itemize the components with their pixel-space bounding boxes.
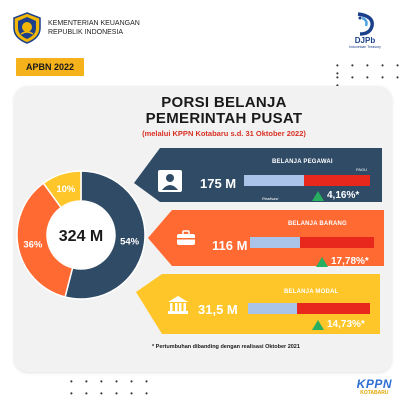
ministry-name: KEMENTERIAN KEUANGAN REPUBLIK INDONESIA (48, 19, 140, 37)
briefcase-icon (176, 230, 196, 251)
bar-realized-barang (250, 237, 300, 248)
bar-pegawai (244, 175, 370, 186)
title-line1: PORSI BELANJA (161, 94, 287, 111)
ministry-line1: KEMENTERIAN KEUANGAN (48, 20, 140, 27)
growth-modal: 14,73%* (312, 319, 365, 330)
category-label-barang: BELANJA BARANG (288, 221, 347, 227)
footnote: * Pertumbuhan dibanding dengan realisasi… (152, 344, 300, 350)
donut-center-label: 324 M (59, 228, 103, 245)
djpb-emblem-icon (357, 12, 374, 36)
bar-remaining-modal (296, 303, 370, 314)
donut-slice-0 (64, 170, 146, 300)
decor-dots-top-2: • • • • • • (336, 73, 404, 90)
kppn-logo: KPPN KOTABARU (357, 378, 392, 396)
decor-dots-top-1: • • • • • • (336, 61, 404, 78)
category-amount-barang: 116 M (212, 238, 248, 253)
chart-title: PORSI BELANJA PEMERINTAH PUSAT (melalui … (94, 94, 354, 139)
donut-chart: 54% 36% 10% 324 M (16, 170, 146, 300)
donut-slice-label-2: 10% (56, 184, 76, 195)
person-icon (158, 170, 182, 197)
building-icon (168, 296, 188, 319)
category-amount-pegawai: 175 M (200, 176, 237, 191)
title-subtitle: (melalui KPPN Kotabaru s.d. 31 Oktober 2… (142, 129, 306, 138)
bar-modal (248, 303, 370, 314)
growth-value-modal: 14,73%* (327, 319, 365, 330)
category-amount-modal: 31,5 M (198, 302, 238, 317)
bar-realized-modal (248, 303, 297, 314)
bar-barang (250, 237, 374, 248)
kppn-name: KPPN (356, 377, 392, 391)
djpb-subtitle: Indonesian Treasury (349, 45, 381, 49)
up-triangle-icon (316, 256, 328, 267)
up-triangle-icon (312, 319, 324, 330)
kppn-subtitle: KOTABARU (360, 390, 389, 396)
djpb-name: DJPb (354, 36, 376, 45)
legend-pagu: PAGU (356, 167, 368, 172)
donut-slice-2 (42, 170, 82, 209)
category-label-modal: BELANJA MODAL (284, 289, 339, 295)
decor-dots-bottom-2: • • • • • • (70, 389, 153, 398)
ministry-line2: REPUBLIK INDONESIA (48, 29, 124, 36)
djpb-logo: DJPb Indonesian Treasury (348, 12, 382, 50)
donut-slice-label-1: 36% (23, 240, 43, 251)
legend-realisasi: Realisasi (262, 196, 279, 201)
bar-remaining-barang (299, 237, 374, 248)
donut-slice-1 (16, 182, 74, 298)
donut-slice-label-0: 54% (120, 237, 140, 248)
bar-remaining-pegawai (304, 175, 370, 186)
category-label-pegawai: BELANJA PEGAWAI (272, 159, 333, 165)
up-triangle-icon (312, 190, 324, 201)
kemenkeu-logo-icon (13, 12, 41, 44)
growth-pegawai: 4,16%* (312, 190, 359, 201)
donut-center (48, 202, 114, 268)
growth-value-barang: 17,78%* (331, 256, 369, 267)
apbn-tag: APBN 2022 (16, 58, 84, 76)
decor-dots-bottom-1: • • • • • • (70, 377, 153, 386)
bar-realized-pegawai (244, 175, 305, 186)
growth-value-pegawai: 4,16%* (327, 190, 360, 201)
title-line2: PEMERINTAH PUSAT (145, 110, 303, 127)
ministry-header: KEMENTERIAN KEUANGAN REPUBLIK INDONESIA (12, 12, 140, 44)
growth-barang: 17,78%* (316, 256, 369, 267)
